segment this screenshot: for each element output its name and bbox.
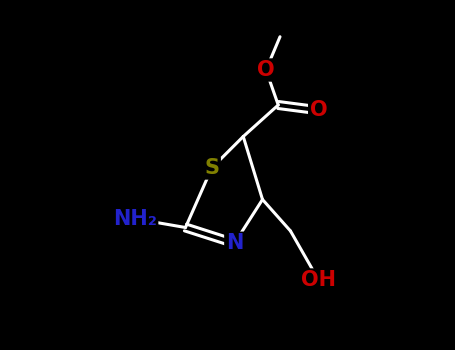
Text: O: O [310, 100, 327, 120]
Text: NH₂: NH₂ [113, 209, 157, 229]
Text: O: O [257, 60, 275, 80]
Text: S: S [204, 158, 219, 178]
Text: OH: OH [301, 270, 336, 290]
Text: N: N [226, 233, 243, 253]
